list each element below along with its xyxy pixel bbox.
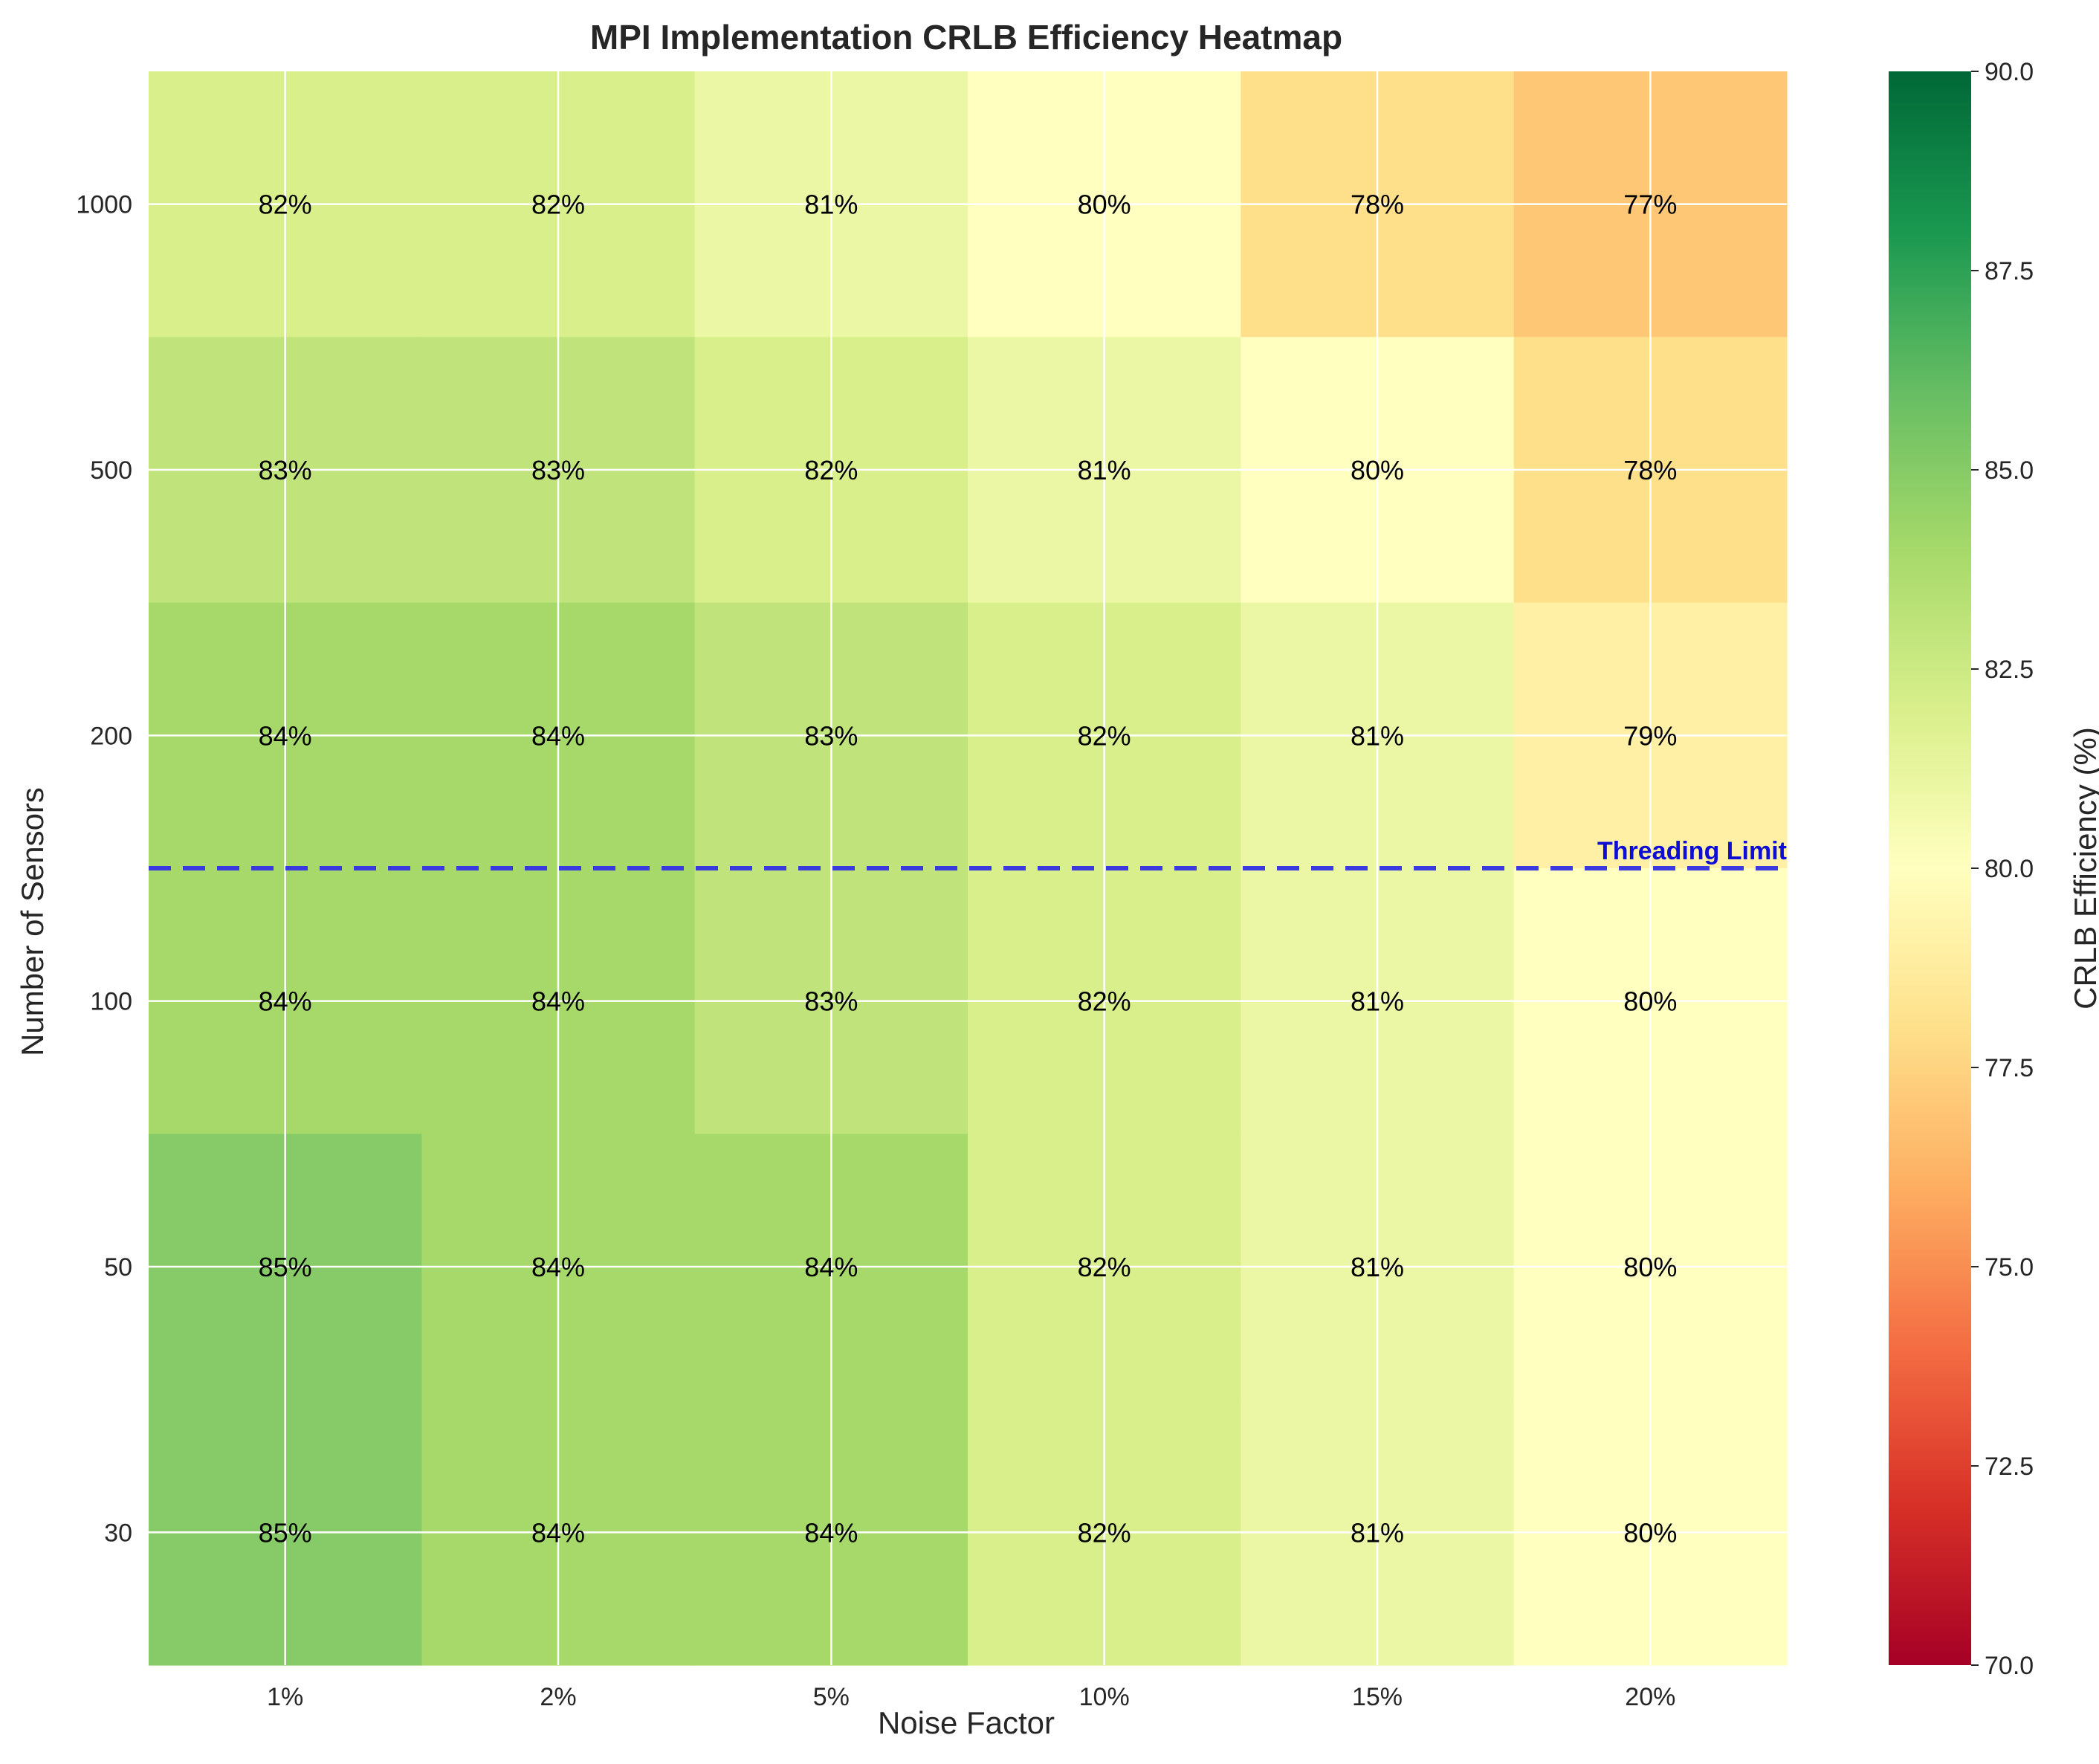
- cell-value-label: 82%: [1078, 1252, 1131, 1282]
- colorbar-tick-label: 85.0: [1985, 456, 2034, 485]
- x-tick-label: 5%: [813, 1683, 850, 1711]
- colorbar-tick-label: 87.5: [1985, 257, 2034, 285]
- x-tick-label: 1%: [267, 1683, 303, 1711]
- cell-value-label: 84%: [804, 1517, 858, 1548]
- x-tick-label: 2%: [540, 1683, 576, 1711]
- cell-value-label: 82%: [531, 190, 585, 220]
- y-tick-labels: 1000 500 200 100 50 30: [76, 191, 132, 1548]
- colorbar-tick-label: 72.5: [1985, 1453, 2034, 1481]
- y-tick-label: 500: [90, 456, 132, 485]
- cell-value-label: 79%: [1623, 720, 1677, 751]
- y-tick-label: 1000: [76, 191, 132, 219]
- cell-labels: 82% 82% 81% 80% 78% 77% 83% 83% 82% 81% 80% 78% 84% 8…: [259, 190, 1678, 1548]
- x-tick-label: 10%: [1079, 1683, 1130, 1711]
- y-tick-label: 30: [104, 1519, 132, 1547]
- cell-value-label: 80%: [1623, 986, 1677, 1017]
- cell-value-label: 84%: [259, 986, 312, 1017]
- colorbar-tick-label: 90.0: [1985, 58, 2034, 86]
- cell-value-label: 83%: [804, 986, 858, 1017]
- cell-value-label: 81%: [804, 190, 858, 220]
- cell-value-label: 84%: [259, 720, 312, 751]
- cell-value-label: 81%: [1078, 455, 1131, 485]
- cell-value-label: 81%: [1351, 1517, 1404, 1548]
- colorbar-tick-label: 77.5: [1985, 1054, 2034, 1082]
- x-tick-label: 15%: [1352, 1683, 1403, 1711]
- chart-title: MPI Implementation CRLB Efficiency Heatm…: [590, 18, 1342, 56]
- cell-value-label: 82%: [804, 455, 858, 485]
- y-tick-label: 100: [90, 988, 132, 1016]
- x-tick-label: 20%: [1625, 1683, 1675, 1711]
- cell-value-label: 85%: [259, 1517, 312, 1548]
- cell-value-label: 82%: [1078, 986, 1131, 1017]
- colorbar-ticks: 70.0 72.5 75.0 77.5 80.0 82.5 85.0 87.5 90.0: [1971, 58, 2034, 1680]
- threading-limit-annotation: Threading Limit: [149, 837, 1787, 870]
- cell-value-label: 83%: [804, 720, 858, 751]
- y-tick-label: 50: [104, 1253, 132, 1282]
- cell-value-label: 83%: [531, 455, 585, 485]
- colorbar-tick-label: 70.0: [1985, 1652, 2034, 1680]
- colorbar-tick-label: 82.5: [1985, 656, 2034, 684]
- cell-value-label: 77%: [1623, 190, 1677, 220]
- colorbar-tick-label: 75.0: [1985, 1253, 2034, 1282]
- cell-value-label: 80%: [1623, 1517, 1677, 1548]
- threading-limit-label: Threading Limit: [1597, 837, 1787, 865]
- cell-value-label: 84%: [531, 1517, 585, 1548]
- cell-value-label: 81%: [1351, 720, 1404, 751]
- x-axis-label: Noise Factor: [878, 1705, 1055, 1740]
- cell-value-label: 78%: [1623, 455, 1677, 485]
- cell-value-label: 85%: [259, 1252, 312, 1282]
- y-tick-label: 200: [90, 722, 132, 750]
- cell-value-label: 81%: [1351, 986, 1404, 1017]
- cell-value-label: 80%: [1351, 455, 1404, 485]
- cell-value-label: 78%: [1351, 190, 1404, 220]
- grid-lines: [149, 71, 1787, 1665]
- cell-value-label: 84%: [531, 720, 585, 751]
- cell-value-label: 82%: [1078, 1517, 1131, 1548]
- cell-value-label: 80%: [1078, 190, 1131, 220]
- cell-value-label: 82%: [259, 190, 312, 220]
- colorbar-label: CRLB Efficiency (%): [2068, 727, 2099, 1009]
- cell-value-label: 84%: [531, 1252, 585, 1282]
- y-axis-label: Number of Sensors: [15, 787, 50, 1056]
- cell-value-label: 83%: [259, 455, 312, 485]
- cell-value-label: 82%: [1078, 720, 1131, 751]
- colorbar-tick-label: 80.0: [1985, 855, 2034, 883]
- x-tick-labels: 1% 2% 5% 10% 15% 20%: [267, 1683, 1675, 1711]
- cell-value-label: 81%: [1351, 1252, 1404, 1282]
- cell-value-label: 84%: [804, 1252, 858, 1282]
- colorbar: [1889, 71, 1971, 1665]
- cell-value-label: 84%: [531, 986, 585, 1017]
- cell-value-label: 80%: [1623, 1252, 1677, 1282]
